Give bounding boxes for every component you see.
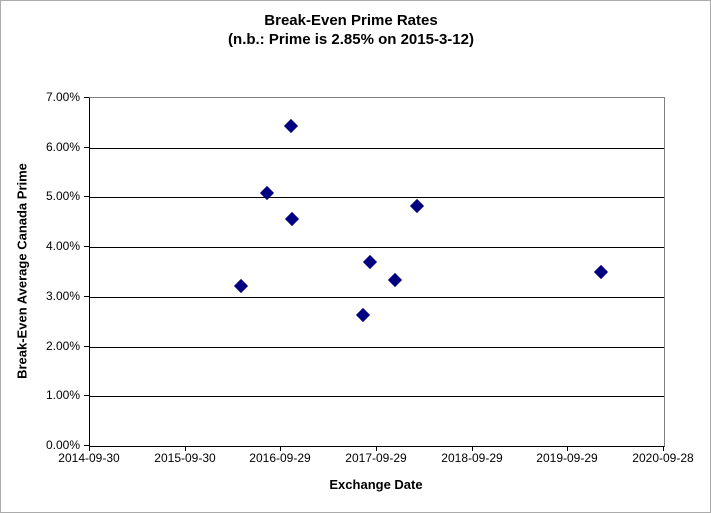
plot-area bbox=[89, 97, 665, 447]
y-axis-tick-mark bbox=[84, 445, 89, 446]
y-axis-tick-mark bbox=[84, 296, 89, 297]
data-point bbox=[409, 198, 425, 214]
data-point bbox=[284, 211, 300, 227]
x-axis-tick-mark bbox=[472, 446, 473, 451]
y-axis-tick-label: 6.00% bbox=[45, 140, 80, 154]
y-axis-tick-mark bbox=[84, 246, 89, 247]
chart-subtitle: (n.b.: Prime is 2.85% on 2015-3-12) bbox=[228, 31, 474, 48]
y-axis-tick-label: 2.00% bbox=[45, 339, 80, 353]
y-axis-tick-mark bbox=[84, 147, 89, 148]
y-axis-tick-label: 3.00% bbox=[45, 289, 80, 303]
y-axis-tick-label: 4.00% bbox=[45, 239, 80, 253]
x-axis-tick-mark bbox=[376, 446, 377, 451]
x-axis-tick-label: 2018-09-29 bbox=[441, 451, 503, 465]
x-axis-tick-mark bbox=[89, 446, 90, 451]
x-axis-tick-label: 2015-09-30 bbox=[154, 451, 216, 465]
data-point bbox=[387, 272, 403, 288]
y-axis-tick-label: 1.00% bbox=[45, 388, 80, 402]
data-point bbox=[283, 118, 299, 134]
gridline bbox=[90, 347, 664, 348]
gridline bbox=[90, 297, 664, 298]
y-axis-tick-label: 5.00% bbox=[45, 189, 80, 203]
data-point bbox=[593, 264, 609, 280]
chart-title: Break-Even Prime Rates bbox=[264, 12, 438, 29]
x-axis-tick-label: 2014-09-30 bbox=[58, 451, 120, 465]
y-axis-tick-mark bbox=[84, 97, 89, 98]
x-axis-tick-label: 2017-09-29 bbox=[345, 451, 407, 465]
x-axis-tick-mark bbox=[185, 446, 186, 451]
y-axis-tick-label: 7.00% bbox=[45, 90, 80, 104]
x-axis-tick-label: 2020-09-28 bbox=[632, 451, 694, 465]
x-axis-title: Exchange Date bbox=[329, 477, 423, 492]
data-point bbox=[362, 254, 378, 270]
data-point bbox=[233, 278, 249, 294]
y-axis-tick-label: 0.00% bbox=[45, 438, 80, 452]
y-axis-title: Break-Even Average Canada Prime bbox=[14, 163, 30, 379]
y-axis-tick-mark bbox=[84, 395, 89, 396]
x-axis-tick-mark bbox=[280, 446, 281, 451]
gridline bbox=[90, 148, 664, 149]
y-axis-tick-mark bbox=[84, 346, 89, 347]
gridline bbox=[90, 396, 664, 397]
gridline bbox=[90, 197, 664, 198]
data-point bbox=[355, 307, 371, 323]
x-axis-tick-label: 2019-09-29 bbox=[536, 451, 598, 465]
y-axis-tick-mark bbox=[84, 196, 89, 197]
x-axis-tick-mark bbox=[663, 446, 664, 451]
chart-title-block: Break-Even Prime Rates (n.b.: Prime is 2… bbox=[1, 11, 701, 49]
gridline bbox=[90, 247, 664, 248]
x-axis-tick-mark bbox=[567, 446, 568, 451]
x-axis-tick-label: 2016-09-29 bbox=[249, 451, 311, 465]
